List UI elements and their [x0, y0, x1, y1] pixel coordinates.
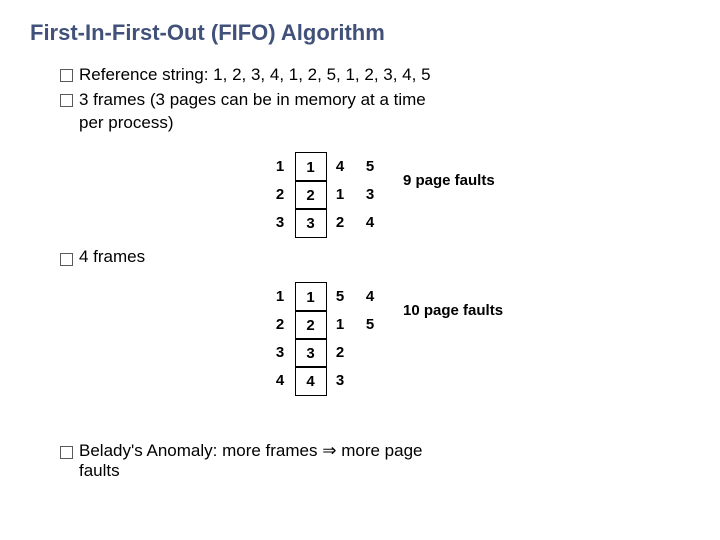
- grid-3frames: 1 1 4 5 2 2 1 3 3 3 2 4: [265, 153, 385, 237]
- bullet-3-frames: 3 frames (3 pages can be in memory at a …: [60, 89, 690, 135]
- bullet-belady: Belady's Anomaly: more frames ⇒ more pag…: [60, 441, 660, 481]
- bullet-square-icon: [60, 446, 73, 459]
- cell: 3: [265, 339, 295, 367]
- grid-4frames: 1 1 5 4 2 2 1 5 3 3 2 4 4 3: [265, 283, 385, 395]
- belady-part-a: Belady's Anomaly: more frames: [79, 441, 322, 460]
- belady-part-c: faults: [79, 461, 120, 480]
- cell: 2: [265, 181, 295, 209]
- cell: 1: [265, 283, 295, 311]
- cell: 1: [325, 311, 355, 339]
- tables-area: 1 1 4 5 2 2 1 3 3 3 2 4 9 page faults 4 …: [30, 153, 690, 473]
- bullet-4-frames: 4 frames: [60, 247, 145, 267]
- faults-4frames: 10 page faults: [403, 302, 503, 319]
- cell: 3: [265, 209, 295, 237]
- cell: 1: [325, 181, 355, 209]
- cell: 4: [355, 209, 385, 237]
- cell: 2: [325, 209, 355, 237]
- bullet-line1: 3 frames (3 pages can be in memory at a …: [79, 90, 426, 109]
- bullet-text: 4 frames: [79, 247, 145, 267]
- cell: 1: [265, 153, 295, 181]
- bullet-square-icon: [60, 253, 73, 266]
- slide-title: First-In-First-Out (FIFO) Algorithm: [30, 20, 690, 46]
- cell: 1: [295, 152, 327, 182]
- cell: 4: [355, 283, 385, 311]
- bullet-text: Reference string: 1, 2, 3, 4, 1, 2, 5, 1…: [79, 64, 690, 87]
- cell: [355, 339, 385, 367]
- bullet-reference-string: Reference string: 1, 2, 3, 4, 1, 2, 5, 1…: [60, 64, 690, 87]
- belady-part-b: more page: [336, 441, 422, 460]
- cell: 5: [355, 311, 385, 339]
- cell: [355, 367, 385, 395]
- cell: 2: [295, 310, 327, 340]
- bullet-text: Belady's Anomaly: more frames ⇒ more pag…: [79, 441, 660, 481]
- bullet-square-icon: [60, 94, 73, 107]
- cell: 5: [325, 283, 355, 311]
- cell: 4: [325, 153, 355, 181]
- cell: 5: [355, 153, 385, 181]
- cell: 3: [295, 338, 327, 368]
- cell: 3: [355, 181, 385, 209]
- faults-3frames: 9 page faults: [403, 172, 495, 189]
- cell: 4: [265, 367, 295, 395]
- table-3frames: 1 1 4 5 2 2 1 3 3 3 2 4 9 page faults: [265, 153, 495, 237]
- cell: 2: [325, 339, 355, 367]
- arrow-icon: ⇒: [322, 441, 336, 460]
- bullet-square-icon: [60, 69, 73, 82]
- table-4frames: 1 1 5 4 2 2 1 5 3 3 2 4 4 3 10 page faul…: [265, 283, 503, 395]
- cell: 2: [265, 311, 295, 339]
- cell: 2: [295, 180, 327, 210]
- bullet-line2: per process): [79, 113, 173, 132]
- bullet-text: 3 frames (3 pages can be in memory at a …: [79, 89, 690, 135]
- cell: 3: [325, 367, 355, 395]
- cell: 3: [295, 208, 327, 238]
- cell: 4: [295, 366, 327, 396]
- cell: 1: [295, 282, 327, 312]
